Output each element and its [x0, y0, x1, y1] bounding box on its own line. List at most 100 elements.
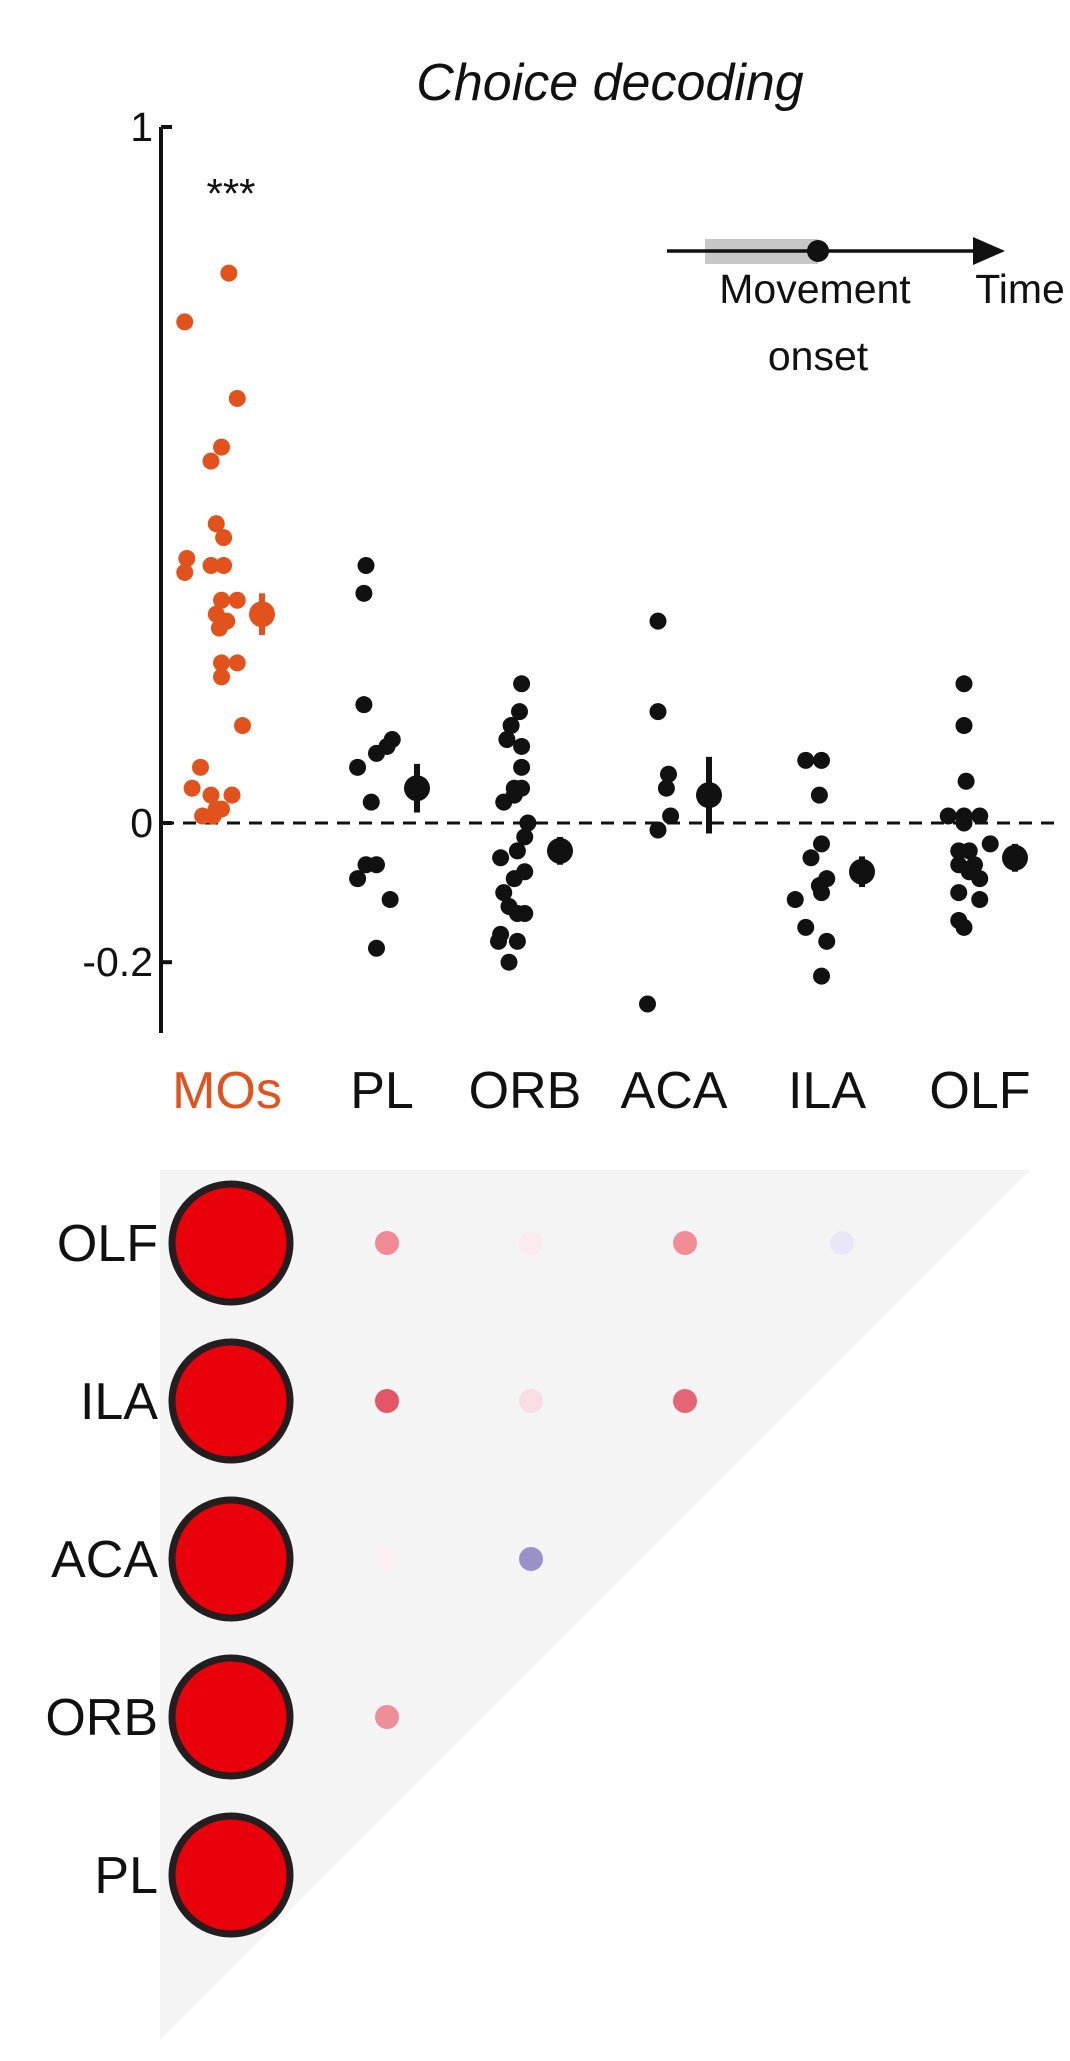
- data-point-pl: [355, 696, 373, 714]
- data-point-orb: [490, 932, 507, 950]
- data-point-mos: [223, 786, 241, 804]
- data-point-aca: [649, 612, 667, 630]
- data-point-mos: [228, 591, 246, 609]
- data-point-aca: [660, 765, 677, 783]
- mean-marker-mos: [249, 601, 275, 628]
- data-point-orb: [513, 675, 531, 693]
- matrix-cells: [168, 1180, 854, 1938]
- data-point-mos: [215, 529, 233, 547]
- data-point-mos: [215, 556, 233, 574]
- data-point-ila: [813, 967, 830, 985]
- matrix-cell-aca-pl: [375, 1547, 399, 1571]
- data-point-pl: [368, 856, 385, 874]
- time-arrow-head: [973, 237, 1005, 265]
- data-point-ila: [813, 751, 830, 769]
- data-point-pl: [355, 584, 373, 602]
- matrix-cell-olf-pl: [375, 1231, 399, 1255]
- data-point-orb: [495, 793, 513, 811]
- mean-marker-pl: [404, 775, 430, 802]
- data-point-orb: [492, 849, 510, 867]
- data-point-mos: [213, 668, 230, 686]
- data-point-aca: [662, 807, 680, 825]
- data-point-mos: [202, 556, 220, 574]
- data-point-olf: [950, 884, 968, 902]
- matrix-cell-aca-orb: [519, 1547, 543, 1571]
- category-label-ila: ILA: [788, 1062, 866, 1120]
- data-point-mos: [213, 654, 230, 672]
- data-point-orb: [495, 884, 513, 902]
- matrix-row-label-ila: ILA: [80, 1373, 158, 1431]
- data-point-orb: [513, 758, 531, 776]
- y-ticks: 1 0 -0.2: [82, 104, 172, 985]
- data-point-ila: [786, 891, 804, 909]
- matrix-cell-olf-aca: [673, 1231, 697, 1255]
- data-point-ila: [810, 786, 828, 804]
- data-point-orb: [513, 779, 531, 797]
- significance-marker: ***: [206, 170, 255, 217]
- comparison-matrix: OLF ILA ACA ORB PL: [45, 1170, 1030, 2040]
- data-point-mos: [220, 264, 238, 282]
- data-point-orb: [516, 904, 534, 922]
- data-point-orb: [502, 717, 520, 735]
- mean-marker-olf: [1002, 844, 1028, 871]
- category-label-mos: MOs: [172, 1062, 282, 1120]
- y-tick-label: 1: [130, 104, 153, 150]
- data-point-mos: [183, 779, 201, 797]
- data-point-olf: [955, 717, 973, 735]
- data-point-orb: [508, 932, 526, 950]
- data-point-mos: [213, 438, 230, 456]
- data-point-pl: [362, 793, 380, 811]
- time-inset: Movement onset Time: [667, 237, 1065, 379]
- matrix-cell-olf-orb: [519, 1231, 543, 1255]
- matrix-row-label-orb: ORB: [45, 1689, 158, 1747]
- data-point-olf: [955, 814, 973, 832]
- data-point-orb: [516, 828, 534, 846]
- data-point-olf: [960, 842, 978, 860]
- mean-marker-ila: [849, 858, 875, 885]
- data-point-pl: [357, 556, 375, 574]
- matrix-cell-ila-orb: [519, 1389, 543, 1413]
- movement-onset-marker: [807, 240, 829, 262]
- data-point-mos: [228, 654, 246, 672]
- time-label: Time: [975, 266, 1065, 312]
- data-point-olf: [981, 835, 999, 853]
- movement-label: Movement: [719, 266, 911, 312]
- data-point-aca: [657, 779, 675, 797]
- data-point-olf: [955, 675, 973, 693]
- data-point-mos: [176, 563, 194, 581]
- data-point-ila: [813, 835, 830, 853]
- matrix-row-labels: OLF ILA ACA ORB PL: [45, 1215, 158, 1905]
- matrix-background-triangle: [160, 1170, 1030, 2040]
- data-point-pl: [378, 737, 396, 755]
- y-tick-label: 0: [130, 800, 153, 846]
- matrix-cell-ila-pl: [375, 1389, 399, 1413]
- data-points: [176, 264, 1028, 1013]
- data-point-orb: [511, 703, 528, 721]
- data-point-mos: [234, 717, 251, 735]
- category-labels: MOs PL ORB ACA ILA OLF: [172, 1062, 1030, 1120]
- matrix-cell-ila-mos: [168, 1338, 294, 1464]
- data-point-olf: [971, 870, 989, 888]
- data-point-ila: [813, 884, 830, 902]
- data-point-ila: [797, 918, 815, 936]
- matrix-row-label-olf: OLF: [57, 1215, 158, 1273]
- data-point-pl: [349, 870, 367, 888]
- matrix-row-label-pl: PL: [94, 1847, 158, 1905]
- data-point-ila: [802, 849, 820, 867]
- category-label-orb: ORB: [469, 1062, 582, 1120]
- data-point-mos: [178, 550, 196, 568]
- data-point-orb: [516, 863, 534, 881]
- data-point-pl: [368, 939, 385, 957]
- data-point-olf: [971, 891, 989, 909]
- decoding-chart: Choice decoding 1 0 -0.2 *** Movement onse…: [82, 54, 1064, 1120]
- data-point-mos: [213, 591, 230, 609]
- data-point-ila: [797, 751, 815, 769]
- matrix-cell-orb-mos: [168, 1654, 294, 1780]
- category-label-olf: OLF: [929, 1062, 1030, 1120]
- data-point-ila: [818, 932, 836, 950]
- data-point-aca: [649, 703, 667, 721]
- data-point-aca: [639, 995, 656, 1013]
- mean-marker-aca: [696, 782, 722, 809]
- data-point-orb: [513, 737, 531, 755]
